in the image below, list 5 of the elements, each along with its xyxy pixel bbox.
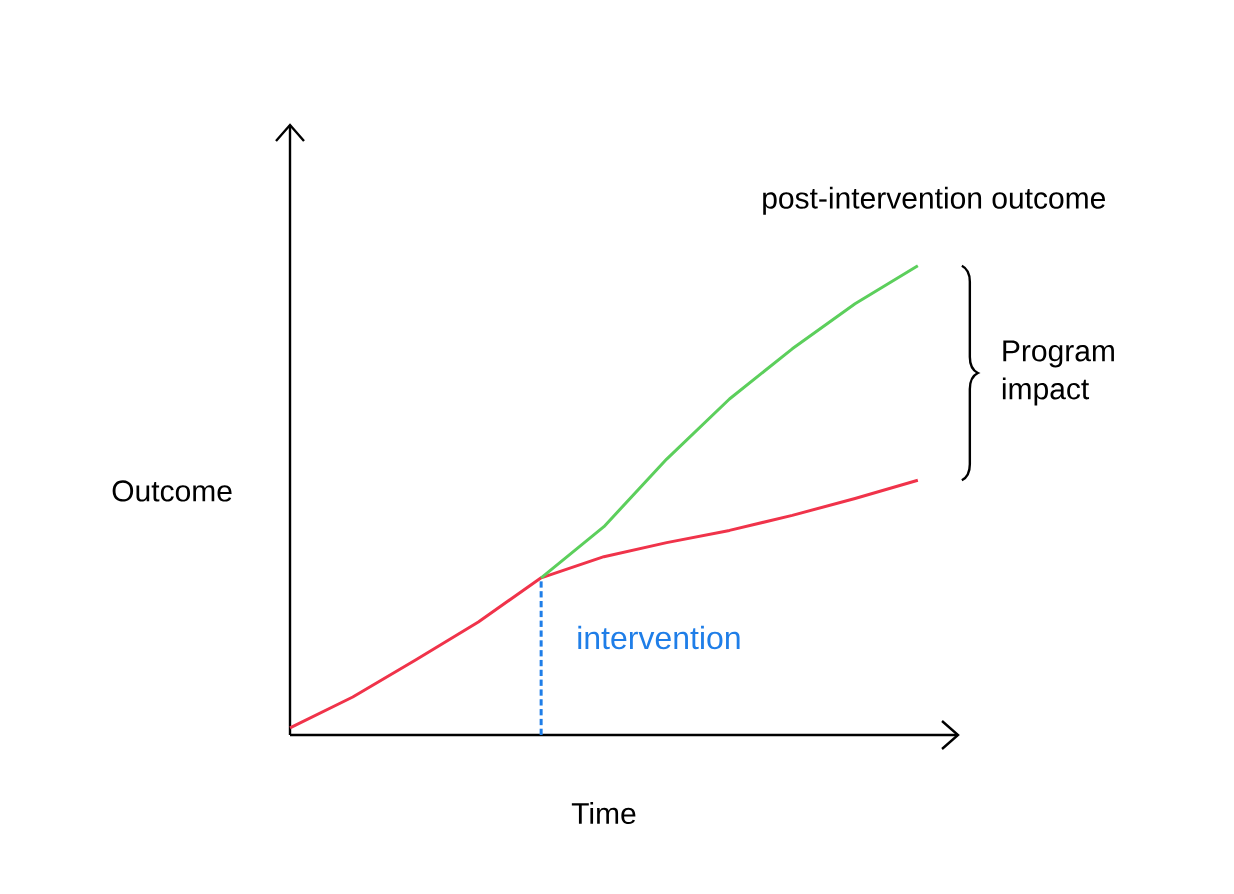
annotation: intervention bbox=[578, 625, 740, 650]
y-axis-title: Outcome bbox=[112, 480, 232, 502]
text: Program impact bbox=[1002, 340, 1114, 406]
x-axis-title: Time bbox=[571, 802, 636, 825]
text: post-intervention outcome bbox=[763, 186, 1106, 215]
